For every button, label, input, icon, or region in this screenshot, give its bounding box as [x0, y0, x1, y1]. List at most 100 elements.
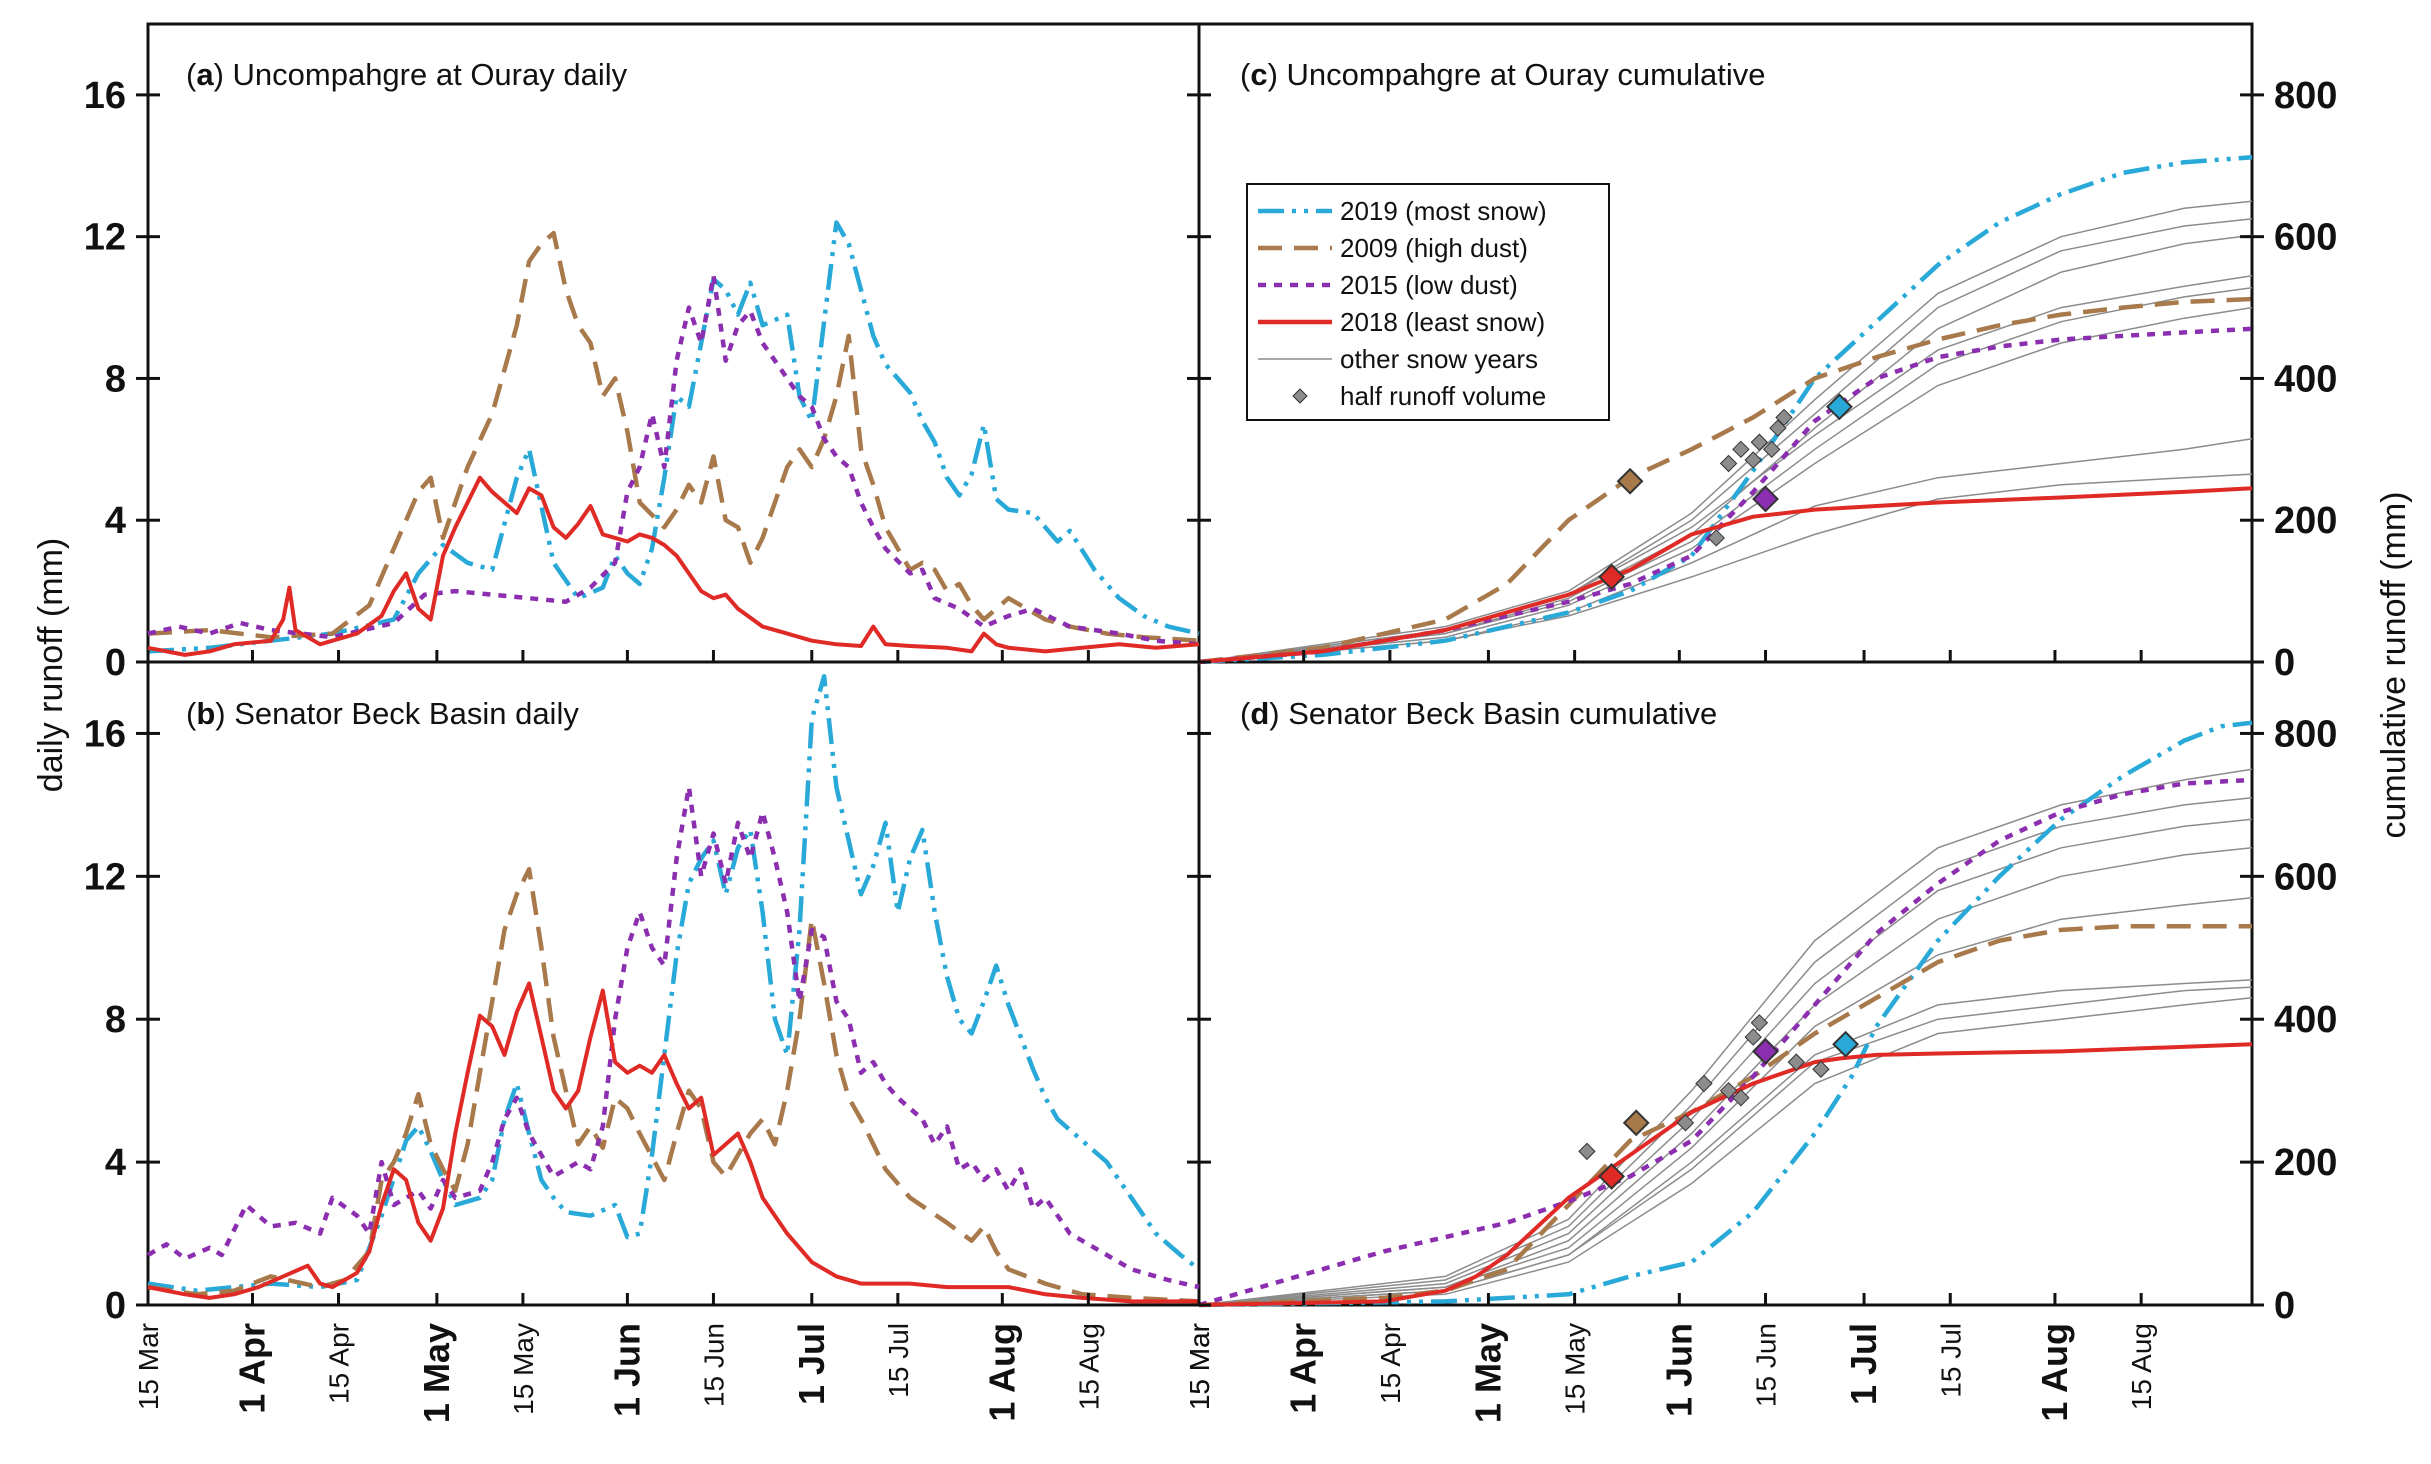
legend-swatch-5 [1292, 388, 1308, 404]
ytick-label-a-0: 0 [105, 642, 126, 684]
series-2018-d [1198, 1042, 2253, 1307]
ytick-label-d-0: 0 [2274, 1285, 2295, 1327]
series-2015-d [1198, 777, 2253, 1308]
series-other-d-7 [1198, 997, 2253, 1306]
series-other-d-4 [1198, 897, 2253, 1306]
xtick-label-d-8: 15 Jul [1935, 1323, 1966, 1398]
xtick-label-d-10: 15 Aug [2126, 1323, 2157, 1410]
legend-label-2009: 2009 (high dust) [1340, 233, 1528, 263]
panel-b-plot [146, 674, 1201, 1304]
ytick-label-c-4: 800 [2274, 75, 2337, 117]
half-runoff-marker-c-11 [1775, 408, 1793, 427]
ytick-label-a-4: 16 [84, 75, 126, 117]
ytick-label-a-1: 4 [105, 500, 126, 542]
ytick-label-c-3: 600 [2274, 217, 2337, 259]
half-runoff-marker-c-5 [1719, 454, 1738, 473]
xtick-label-d-7: 1 Jul [1843, 1323, 1884, 1405]
panel-d-frame [1197, 660, 2254, 1307]
half-runoff-marker-c-7 [1744, 451, 1762, 469]
series-2009-a [147, 230, 1200, 643]
series-other-d-1 [1198, 796, 2253, 1306]
panel-a-plot [147, 220, 1200, 657]
ytick-label-a-2: 8 [105, 358, 126, 400]
legend-label-other: other snow years [1340, 344, 1538, 374]
series-other-c-0 [1198, 200, 2253, 663]
legend-swatches [1258, 208, 1332, 404]
half-runoff-marker-d-8 [1732, 1089, 1750, 1107]
ytick-label-c-2: 400 [2274, 358, 2337, 400]
series-2018-b [147, 981, 1199, 1304]
axes-ticks: 0 4 8 12 16 0 4 8 12 16 0 200 400 600 800 0 200 400 600 800… [84, 75, 2338, 1423]
ytick-label-d-1: 200 [2274, 1142, 2337, 1184]
series-other-c-7 [1198, 473, 2253, 663]
series-2019-d [1198, 720, 2253, 1308]
panel-a-frame [146, 22, 1201, 664]
half-runoff-marker-c-9 [1762, 440, 1781, 459]
half-runoff-marker-c-2 [1752, 485, 1779, 513]
series-2009-d [1198, 924, 2252, 1308]
xtick-label-b-1: 1 Apr [231, 1323, 272, 1414]
series-2009-c [1198, 296, 2253, 665]
half-runoff-marker-c-4 [1707, 529, 1725, 547]
half-runoff-marker-d-5 [1676, 1114, 1695, 1132]
series-2015-b [146, 784, 1200, 1290]
xtick-label-d-0: 15 Mar [1184, 1323, 1215, 1410]
xtick-label-b-4: 15 May [508, 1323, 539, 1415]
panel-d-plot [1198, 720, 2253, 1308]
half-runoff-marker-c-6 [1732, 440, 1750, 459]
ytick-label-c-0: 0 [2274, 642, 2295, 684]
panel-a-title: (a) Uncompahgre at Ouray daily [186, 57, 628, 92]
xtick-label-d-5: 1 Jun [1658, 1323, 1699, 1417]
xtick-label-d-3: 1 May [1467, 1323, 1508, 1423]
legend-label-half-runoff: half runoff volume [1340, 381, 1546, 411]
xtick-label-d-1: 1 Apr [1283, 1323, 1324, 1414]
series-other-d-5 [1198, 979, 2253, 1306]
half-runoff-marker-c-8 [1750, 433, 1769, 451]
ytick-label-b-1: 4 [105, 1142, 126, 1184]
panel-c-plot [1198, 155, 2253, 665]
ytick-label-c-1: 200 [2274, 500, 2337, 542]
half-runoff-marker-c-3 [1826, 393, 1853, 421]
panel-c-title: (c) Uncompahgre at Ouray cumulative [1240, 57, 1766, 92]
ytick-label-d-3: 600 [2274, 856, 2337, 898]
series-2019-b [147, 674, 1201, 1293]
series-2019-a [147, 220, 1200, 654]
xtick-label-b-6: 15 Jun [698, 1323, 729, 1407]
xtick-label-b-11: 15 Mar [1184, 1323, 1215, 1410]
legend-box [1246, 183, 1610, 421]
half-runoff-marker-d-10 [1750, 1014, 1769, 1032]
half-runoff-marker-c-0 [1598, 563, 1625, 591]
legend: 2019 (most snow) 2009 (high dust) 2015 (… [1246, 183, 1610, 421]
series-2019-c [1198, 155, 2253, 665]
half-runoff-marker-d-11 [1787, 1053, 1806, 1071]
xtick-label-b-9: 1 Aug [981, 1323, 1022, 1422]
half-runoff-marker-d-4 [1578, 1142, 1596, 1161]
legend-label-2018: 2018 (least snow) [1340, 307, 1545, 337]
xtick-label-b-2: 15 Apr [324, 1323, 355, 1404]
series-other-d-0 [1198, 768, 2253, 1306]
y-axis-label-right: cumulative runoff (mm) [2375, 491, 2413, 838]
ytick-label-b-2: 8 [105, 999, 126, 1041]
half-runoff-marker-d-0 [1598, 1162, 1625, 1190]
series-other-c-5 [1198, 306, 2253, 663]
legend-label-2015: 2015 (low dust) [1340, 270, 1518, 300]
half-runoff-marker-d-6 [1695, 1074, 1713, 1093]
series-2015-a [147, 273, 1200, 647]
xtick-label-b-10: 15 Aug [1073, 1323, 1104, 1410]
panel-d-title: (d) Senator Beck Basin cumulative [1240, 696, 1717, 731]
half-runoff-marker-d-12 [1812, 1060, 1830, 1078]
series-other-c-4 [1198, 286, 2253, 663]
legend-label-2019: 2019 (most snow) [1340, 196, 1547, 226]
ytick-label-b-4: 16 [84, 713, 126, 755]
xtick-label-d-9: 1 Aug [2034, 1323, 2075, 1422]
ytick-label-d-2: 400 [2274, 999, 2337, 1041]
xtick-label-b-7: 1 Jul [791, 1323, 832, 1405]
series-2018-c [1198, 486, 2253, 664]
half-runoff-marker-d-1 [1622, 1109, 1650, 1137]
y-axis-label-left: daily runoff (mm) [32, 538, 70, 792]
half-runoff-marker-c-1 [1616, 467, 1644, 495]
xtick-label-b-0: 15 Mar [133, 1323, 164, 1410]
ytick-label-b-3: 12 [84, 856, 126, 898]
half-runoff-marker-d-3 [1832, 1030, 1859, 1058]
